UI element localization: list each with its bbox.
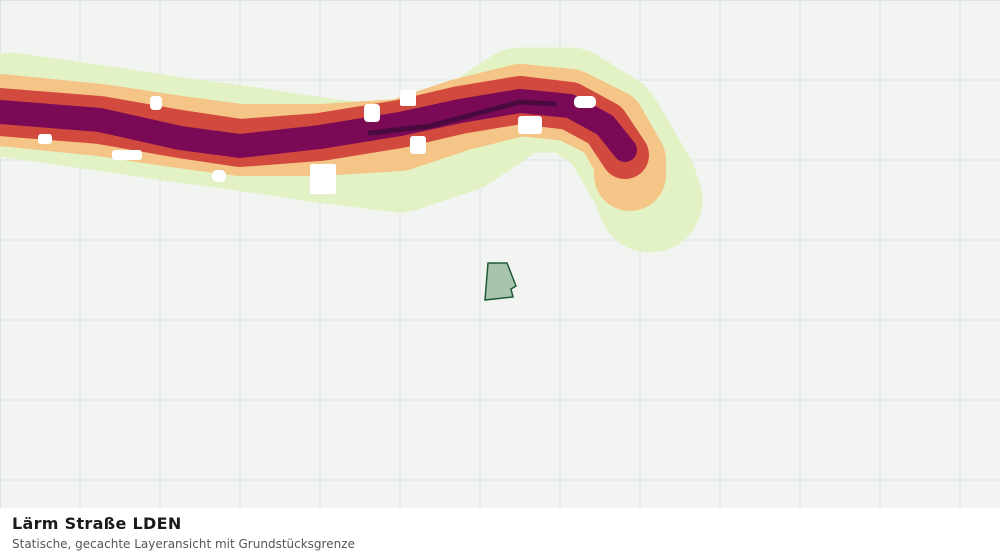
noise-band-high [0, 89, 637, 162]
noise-band-highest [367, 99, 558, 136]
building-holes [38, 90, 596, 194]
layer-subtitle: Statische, gecachte Layeransicht mit Gru… [12, 537, 355, 551]
layer-title: Lärm Straße LDEN [12, 514, 182, 533]
legend-footer: Lärm Straße LDEN Statische, gecachte Lay… [0, 508, 1000, 560]
noise-layer [0, 47, 703, 253]
map [0, 0, 1000, 508]
parcel-boundary [484, 262, 517, 301]
